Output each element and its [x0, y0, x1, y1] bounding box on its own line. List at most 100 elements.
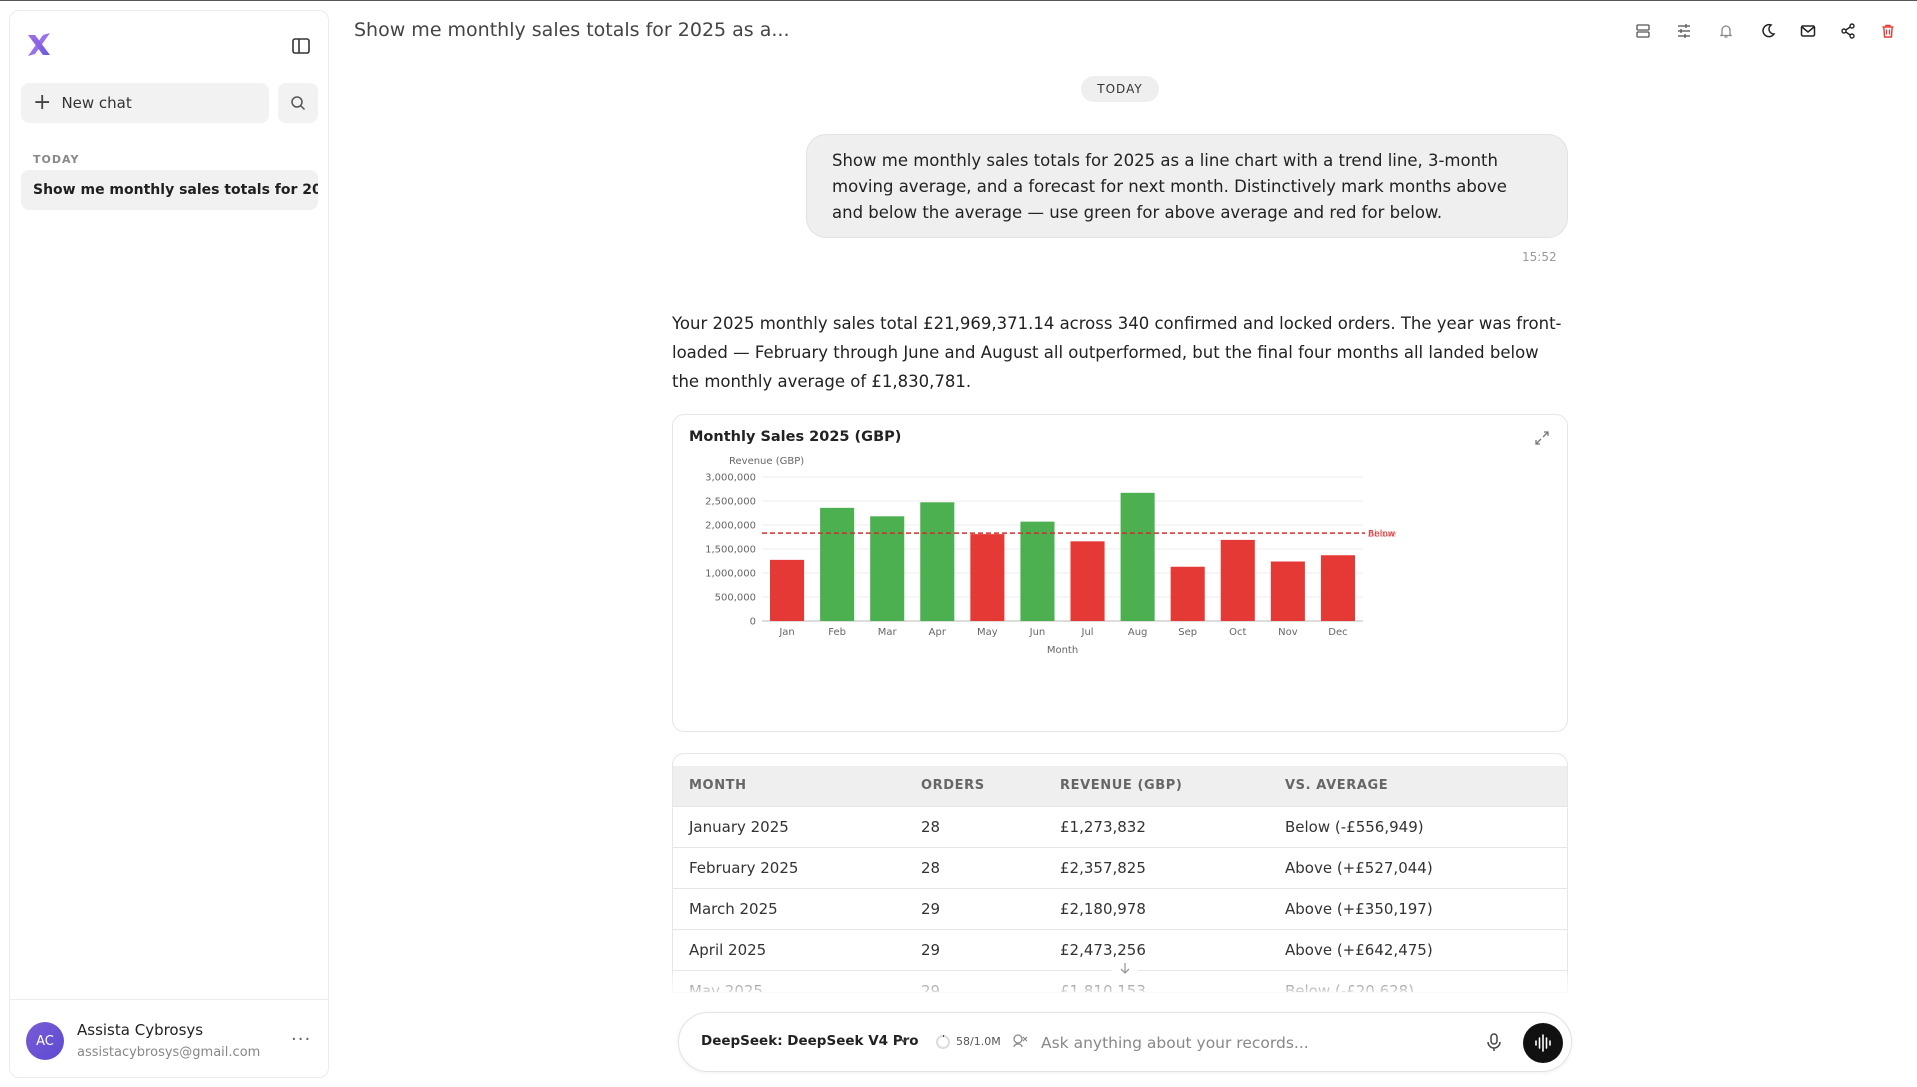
y-tick-label: 3,000,000 [705, 473, 756, 484]
sidebar: + New chat TODAY Show me monthly sales t… [9, 10, 329, 1078]
table-cell: 29 [921, 928, 1060, 970]
token-usage: 58/1.0M [956, 1035, 1001, 1048]
trash-icon [1882, 24, 1894, 38]
theme-toggle-button[interactable] [1757, 20, 1779, 42]
x-tick-label: Nov [1278, 627, 1298, 638]
table-cell: £2,357,825 [1060, 846, 1285, 888]
expand-icon [1535, 431, 1549, 445]
x-tick-label: Aug [1128, 627, 1148, 638]
sliders-icon [1678, 24, 1690, 38]
table-row: March 2025 29 £2,180,978 Above (+£350,197) [673, 887, 1567, 929]
x-tick-label: Jul [1081, 627, 1094, 638]
layers-button[interactable] [1632, 20, 1654, 42]
voice-mode-button[interactable] [1523, 1023, 1563, 1063]
x-tick-label: Apr [929, 627, 947, 638]
bell-icon [1719, 25, 1733, 38]
chevron-down-icon[interactable] [897, 1033, 911, 1047]
table-row: January 2025 28 £1,273,832 Below (-£556,949… [673, 805, 1567, 847]
token-usage-ring-icon [936, 1035, 950, 1049]
table-cell: Below (-£556,949) [1285, 805, 1567, 847]
average-line-label: Above [1368, 530, 1397, 540]
mail-icon [1800, 25, 1816, 37]
y-tick-label: 500,000 [715, 593, 756, 604]
bar [1070, 541, 1105, 621]
search-chats-button[interactable] [278, 83, 318, 123]
bar [870, 516, 905, 621]
y-tick-label: 2,500,000 [705, 497, 756, 508]
table-cell: £2,180,978 [1060, 887, 1285, 929]
x-tick-label: Sep [1178, 627, 1197, 638]
ask-input[interactable] [1041, 1028, 1481, 1058]
user-divider [10, 999, 328, 1000]
new-chat-button[interactable]: + New chat [21, 83, 269, 123]
x-tick-label: Mar [878, 627, 898, 638]
y-tick-label: 1,500,000 [705, 545, 756, 556]
scroll-down-button[interactable] [1112, 955, 1138, 981]
delete-chat-button[interactable] [1877, 20, 1899, 42]
x-tick-label: Feb [828, 627, 846, 638]
table-cell: 28 [921, 846, 1060, 888]
app-logo[interactable] [23, 29, 55, 61]
table-header-cell: ORDERS [921, 766, 1060, 806]
y-tick-label: 0 [750, 617, 756, 628]
message-timestamp: 15:52 [1522, 250, 1557, 264]
bar [1020, 521, 1055, 621]
table-header-cell: REVENUE (GBP) [1060, 766, 1285, 806]
table-header-cell: MONTH [673, 766, 921, 806]
table-cell: Above (+£527,044) [1285, 846, 1567, 888]
bar [1120, 492, 1155, 621]
table-cell: 28 [921, 805, 1060, 847]
table-row: April 2025 29 £2,473,256 Above (+£642,475) [673, 928, 1567, 970]
bar [1320, 555, 1355, 621]
x-axis-label: Month [1047, 645, 1078, 656]
table-cell: Above (+£350,197) [1285, 887, 1567, 929]
expand-chart-button[interactable] [1533, 429, 1551, 447]
new-chat-label: New chat [61, 94, 132, 112]
table-cell: January 2025 [673, 805, 921, 847]
bar [770, 559, 805, 621]
table-cell: February 2025 [673, 846, 921, 888]
chat-section-label: TODAY [33, 153, 80, 166]
search-icon [291, 96, 306, 111]
table-cell: £1,273,832 [1060, 805, 1285, 847]
conversation-title: Show me monthly sales totals for 2025 as… [354, 19, 790, 41]
table-cell: 29 [921, 887, 1060, 929]
sidebar-panel-icon [292, 38, 310, 54]
assistant-message: Your 2025 monthly sales total £21,969,37… [672, 314, 1562, 391]
table-header-cell: VS. AVERAGE [1285, 766, 1567, 806]
layers-icon [1636, 24, 1650, 38]
settings-sliders-button[interactable] [1673, 20, 1695, 42]
x-tick-label: Oct [1229, 627, 1246, 638]
model-selector[interactable]: DeepSeek: DeepSeek V4 Pro [701, 1033, 919, 1049]
bar [1170, 566, 1205, 621]
user-menu-button[interactable]: ··· [291, 1029, 312, 1050]
user-message: Show me monthly sales totals for 2025 as… [806, 134, 1568, 238]
bar [1220, 539, 1255, 621]
context-icon[interactable] [1011, 1032, 1029, 1050]
share-icon [1841, 23, 1855, 39]
notifications-button[interactable] [1715, 20, 1737, 42]
table-cell: March 2025 [673, 887, 921, 929]
bar [920, 502, 955, 621]
table-cell: Above (+£642,475) [1285, 928, 1567, 970]
x-tick-label: May [977, 627, 998, 638]
average-line-label: Below [1368, 530, 1395, 540]
mic-icon[interactable] [1483, 1031, 1505, 1053]
sidebar-chat-item[interactable]: Show me monthly sales totals for 20... [21, 170, 318, 210]
chart-card: Monthly Sales 2025 (GBP) Revenue (GBP) 0 5… [672, 414, 1568, 732]
email-button[interactable] [1797, 20, 1819, 42]
audio-wave-icon [1535, 1034, 1551, 1052]
x-tick-label: Jan [778, 627, 794, 638]
x-tick-label: Jun [1029, 627, 1046, 638]
bar [1270, 561, 1305, 621]
plus-icon: + [33, 90, 52, 115]
share-button[interactable] [1837, 20, 1859, 42]
y-axis-label: Revenue (GBP) [729, 456, 804, 467]
avatar[interactable]: AC [26, 1022, 64, 1060]
sidebar-toggle-button[interactable] [288, 33, 314, 59]
y-tick-label: 1,000,000 [705, 569, 756, 580]
user-email: assistacybrosys@gmail.com [77, 1045, 261, 1060]
moon-icon [1762, 23, 1776, 38]
bar [970, 534, 1005, 621]
